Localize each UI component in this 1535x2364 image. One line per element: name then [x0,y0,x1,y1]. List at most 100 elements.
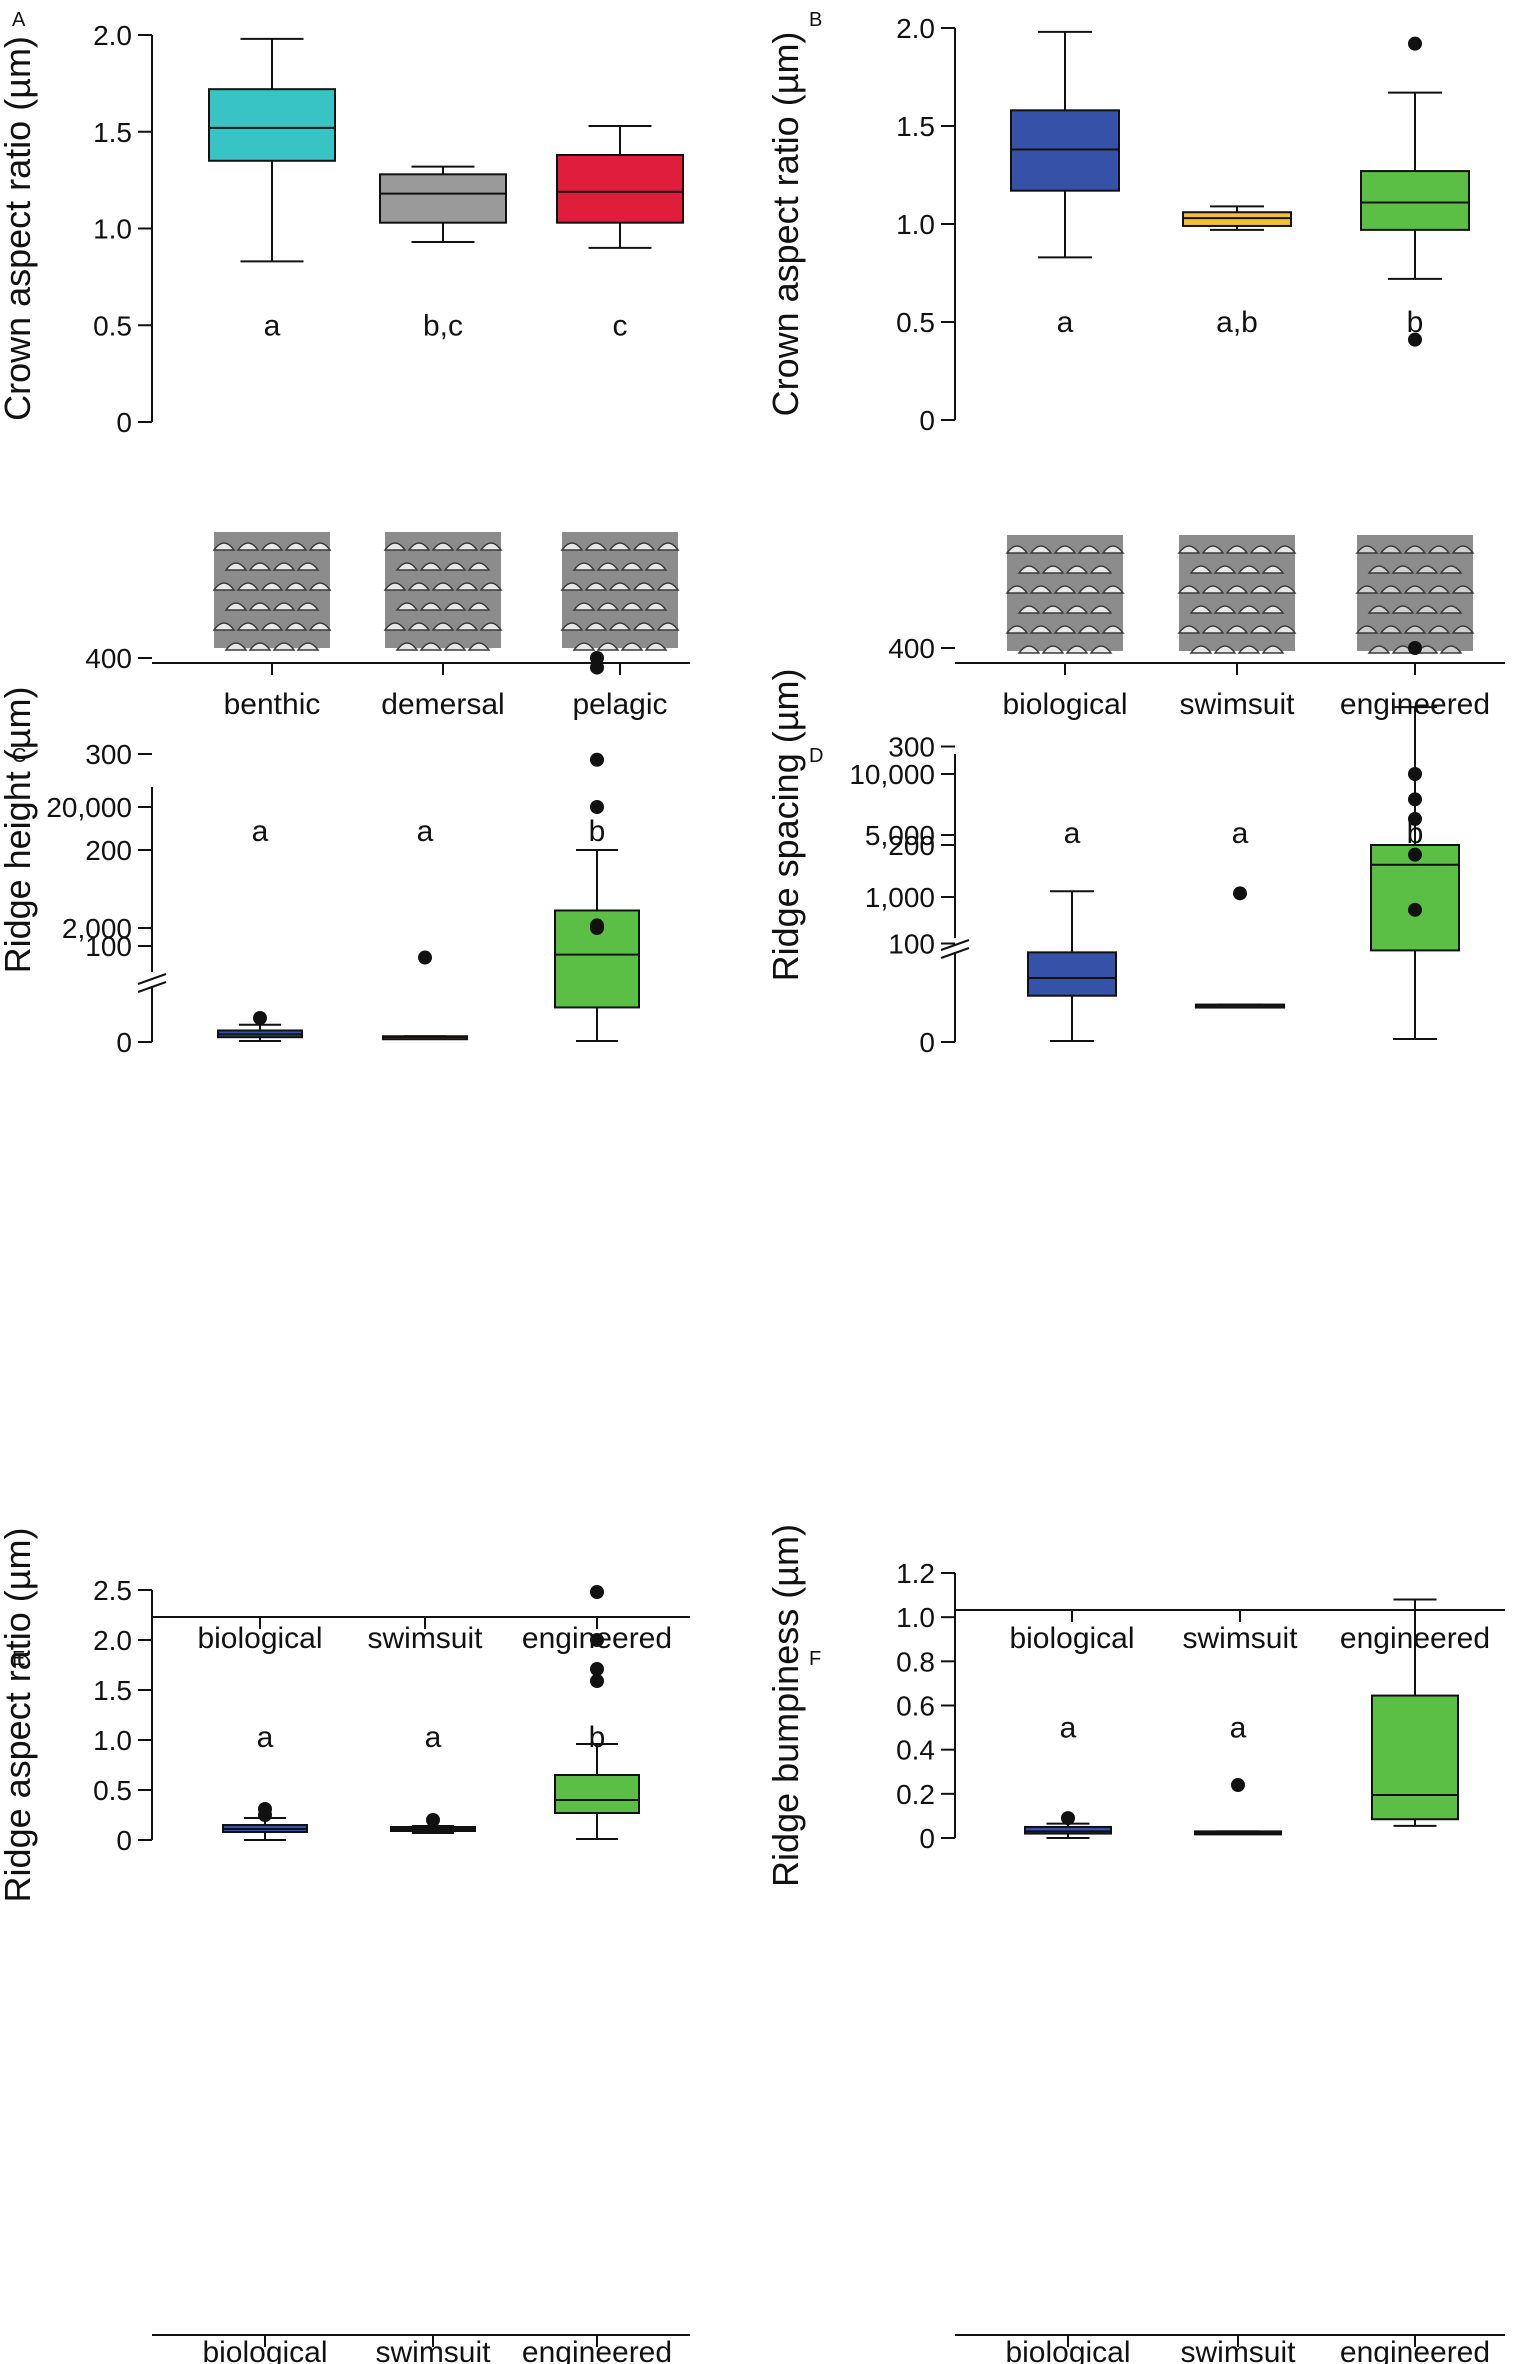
panel-label: A [12,9,26,31]
box-engineered [1370,641,1460,1041]
thumbnail-texture [1415,565,1439,574]
thumbnail-texture [224,642,248,651]
thumbnail-texture [1029,585,1053,594]
thumbnail-texture [1213,565,1237,574]
significance-letter: a [1230,1712,1247,1745]
box-biological [1024,1811,1112,1839]
thumbnail-texture [407,622,431,631]
thumbnail-texture [383,542,407,551]
x-tick-label: biological [1009,1622,1134,1655]
thumbnail-texture [584,542,608,551]
box-swimsuit [1182,205,1292,231]
x-tick-label: demersal [381,688,504,721]
thumbnail-texture [383,622,407,631]
thumbnail-texture [596,602,620,611]
x-tick-label: swimsuit [1180,2336,1296,2364]
benthic-denticle-image [212,532,332,651]
y-tick-label: 0 [116,407,132,438]
thumbnail-texture [272,602,296,611]
thumbnail-texture [572,602,596,611]
outlier-point [590,1674,604,1688]
panel-label: E [12,1648,25,1670]
outlier-point [1408,902,1422,917]
outlier-point [426,1813,440,1827]
box-iqr [1370,844,1460,952]
box-engineered [1371,1598,1459,1827]
thumbnail-texture [632,542,656,551]
panel-label: C [12,745,26,767]
axis-break-mark [137,981,167,993]
thumbnail-texture [644,642,668,651]
x-tick-label: biological [197,1622,322,1655]
thumbnail-texture [1101,545,1125,554]
box-engineered [1360,36,1470,347]
thumbnail-texture [1355,585,1379,594]
y-axis-title: Ridge spacing (µm) [765,669,806,982]
thumbnail-texture [1077,625,1101,634]
thumbnail-texture [1367,605,1391,614]
thumbnail-texture [1261,645,1285,654]
thumbnail-texture [308,582,332,591]
box-swimsuit [1194,1778,1282,1836]
outlier-point [1408,36,1422,51]
thumbnail-texture [1017,605,1041,614]
box-biological [1010,30,1120,259]
y-tick-label: 1.0 [896,1602,935,1633]
thumbnail-texture [656,542,680,551]
y-tick-label: 0 [116,1027,132,1058]
thumbnail-texture [1065,565,1089,574]
outlier-point [253,1011,267,1025]
thumbnail-texture [572,562,596,571]
panel-b: B 0 0.5 1.0 1.5 2.0 Crown aspect ratio (µm) bio… [765,9,1505,721]
thumbnail-texture [1213,605,1237,614]
thumbnail-texture [1273,545,1297,554]
thumbnail-texture [572,642,596,651]
axis-break-mark [137,973,167,985]
thumbnail-texture [1101,585,1125,594]
thumbnail-texture [1273,625,1297,634]
thumbnail-texture [248,562,272,571]
y-tick-label: 1.0 [93,1725,132,1756]
thumbnail-texture [1177,585,1201,594]
y-tick-label: 400 [85,643,132,674]
x-tick-label: engineered [1340,2336,1490,2364]
thumbnail-texture [260,542,284,551]
outlier-point [258,1802,272,1816]
thumbnail-texture [1041,645,1065,654]
thumbnail-texture [272,562,296,571]
panel-f: F 0 0.2 0.4 0.6 0.8 1.0 1.2 Ridge bumpiness (µm)… [765,1524,1505,2364]
outlier-point [590,651,604,665]
y-axis-title: Ridge bumpiness (µm) [765,1524,806,1887]
thumbnail-texture [608,622,632,631]
thumbnail-texture [1077,585,1101,594]
thumbnail-texture [608,542,632,551]
thumbnail-texture [1439,565,1463,574]
thumbnail-texture [1017,645,1041,654]
thumbnail-texture [455,622,479,631]
thumbnail-texture [560,582,584,591]
thumbnail-texture [1089,605,1113,614]
y-tick-label: 0 [919,1823,935,1854]
y-tick-label: 0 [919,1027,935,1058]
y-tick-label: 20,000 [46,792,132,823]
thumbnail-texture [1451,585,1475,594]
y-tick-label: 0.4 [896,1735,935,1766]
thumbnail-texture [248,602,272,611]
y-tick-label: 2.5 [93,1575,132,1606]
x-tick-label: benthic [224,688,321,721]
y-tick-label: 0.6 [896,1691,935,1722]
thumbnail-texture [1029,625,1053,634]
thumbnail-texture [1237,565,1261,574]
panel-c: C 2,000 20,000 0 100 200 300 400 Ridge height (µ… [0,643,690,1655]
thumbnail-texture [1427,545,1451,554]
thumbnail-texture [644,562,668,571]
thumbnail-texture [1225,625,1249,634]
significance-letter: b [589,1721,606,1754]
thumbnail-texture [431,542,455,551]
thumbnail-texture [419,642,443,651]
thumbnail-texture [1053,585,1077,594]
thumbnail-texture [584,582,608,591]
thumbnail-texture [443,562,467,571]
biological-denticle-image [1005,535,1125,654]
y-tick-label: 0.2 [896,1779,935,1810]
